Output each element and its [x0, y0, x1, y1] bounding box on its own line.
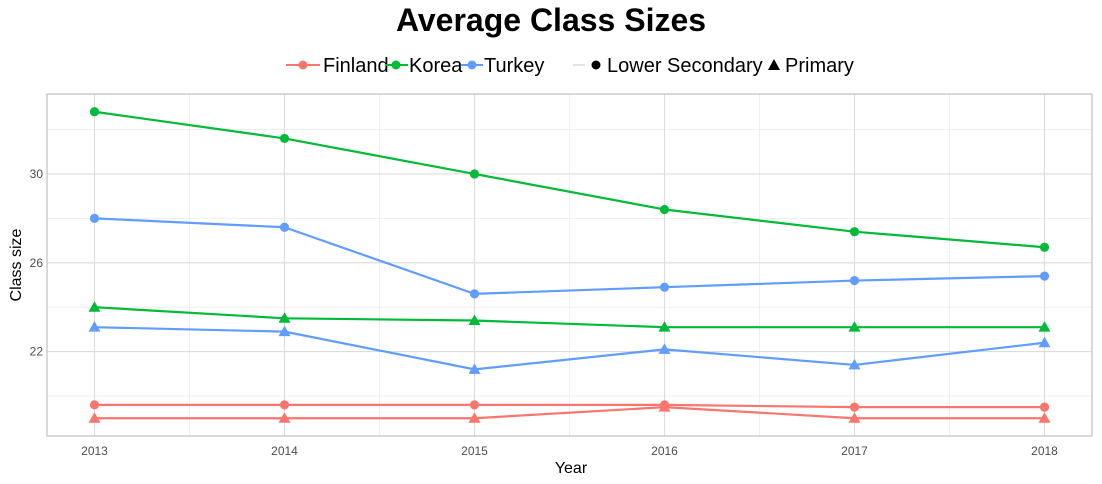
- data-point-finland-lower-secondary: [469, 400, 480, 410]
- legend-label-primary: Primary: [785, 55, 854, 77]
- data-point-turkey-lower-secondary: [279, 222, 290, 232]
- data-point-korea-lower-secondary: [469, 169, 480, 179]
- series-line-turkey-lower-secondary: [94, 217, 1045, 295]
- data-point-korea-primary: [658, 321, 671, 332]
- data-point-finland-primary: [468, 412, 481, 423]
- data-point-korea-primary: [468, 314, 481, 326]
- data-point-turkey-lower-secondary: [469, 289, 480, 299]
- x-tick-label: 2018: [1031, 444, 1058, 458]
- data-point-korea-lower-secondary: [849, 227, 860, 237]
- data-point-korea-lower-secondary: [1039, 242, 1050, 252]
- series-finland-lower-secondary: [89, 400, 1050, 412]
- legend-label-turkey: Turkey: [484, 55, 544, 77]
- legend-key-turkey: [461, 60, 483, 70]
- series-line-finland-lower-secondary: [94, 403, 1045, 409]
- legend-key-primary: [768, 59, 780, 70]
- data-point-turkey-primary: [1038, 336, 1051, 348]
- legend-label-korea: Korea: [409, 55, 463, 77]
- data-point-korea-primary: [848, 321, 861, 332]
- y-tick-label: 22: [30, 345, 44, 359]
- data-point-finland-primary: [658, 401, 671, 412]
- data-point-korea-lower-secondary: [89, 107, 100, 117]
- data-point-finland-lower-secondary: [659, 400, 670, 410]
- data-point-finland-lower-secondary: [1039, 402, 1050, 412]
- legend-label-finland: Finland: [323, 55, 389, 77]
- legend-key-finland: [286, 60, 320, 70]
- data-point-korea-lower-secondary: [659, 204, 670, 215]
- data-point-turkey-primary: [88, 321, 101, 332]
- y-tick-label: 30: [30, 167, 44, 181]
- series-line-finland-primary: [94, 406, 1045, 420]
- grid: [47, 94, 1092, 436]
- data-point-finland-lower-secondary: [849, 402, 860, 412]
- data-point-turkey-primary: [848, 358, 861, 370]
- plot-panel-border: [46, 93, 1093, 437]
- series-layer: [88, 107, 1051, 423]
- circle-icon: [591, 60, 601, 70]
- chart-title: Average Class Sizes: [395, 2, 707, 38]
- data-point-korea-lower-secondary: [279, 133, 290, 144]
- data-point-turkey-primary: [658, 343, 671, 354]
- data-point-finland-primary: [848, 412, 861, 423]
- series-line-korea-primary: [94, 306, 1045, 329]
- x-tick-label: 2017: [841, 444, 868, 458]
- legend: Finland Korea Turkey Lower Secondary Pri…: [286, 55, 854, 77]
- x-tick-label: 2014: [271, 444, 298, 458]
- data-point-finland-primary: [1038, 412, 1051, 423]
- data-point-korea-primary: [1038, 321, 1051, 332]
- data-point-finland-lower-secondary: [89, 400, 100, 410]
- data-point-finland-lower-secondary: [279, 400, 290, 410]
- legend-key-lower-secondary: [573, 60, 601, 70]
- triangle-icon: [768, 59, 780, 70]
- x-tick-label: 2013: [81, 444, 108, 458]
- data-point-korea-primary: [278, 312, 291, 323]
- series-line-turkey-primary: [94, 326, 1045, 371]
- legend-key-korea: [385, 60, 408, 70]
- series-line-korea-lower-secondary: [94, 110, 1045, 249]
- data-point-turkey-lower-secondary: [89, 213, 100, 223]
- data-point-korea-primary: [88, 301, 101, 312]
- x-axis-title: Year: [555, 460, 588, 477]
- data-point-turkey-primary: [278, 325, 291, 337]
- y-tick-label: 26: [30, 256, 44, 270]
- y-axis-title: Class size: [8, 228, 25, 301]
- series-turkey-primary: [88, 321, 1051, 374]
- tick-labels: 2013 2014 2015 2016 2017 2018 22 26 30: [30, 167, 1059, 458]
- series-korea-primary: [88, 301, 1051, 332]
- data-point-turkey-primary: [468, 363, 481, 374]
- series-korea-lower-secondary: [89, 107, 1050, 252]
- legend-label-lower-secondary: Lower Secondary: [607, 55, 763, 77]
- data-point-turkey-lower-secondary: [849, 275, 860, 286]
- x-tick-label: 2015: [461, 444, 488, 458]
- series-turkey-lower-secondary: [89, 213, 1050, 299]
- data-point-turkey-lower-secondary: [1039, 271, 1050, 281]
- data-point-turkey-lower-secondary: [659, 282, 670, 292]
- data-point-finland-primary: [88, 412, 101, 423]
- series-finland-primary: [88, 401, 1051, 423]
- x-tick-label: 2016: [651, 444, 678, 458]
- data-point-finland-primary: [278, 412, 291, 423]
